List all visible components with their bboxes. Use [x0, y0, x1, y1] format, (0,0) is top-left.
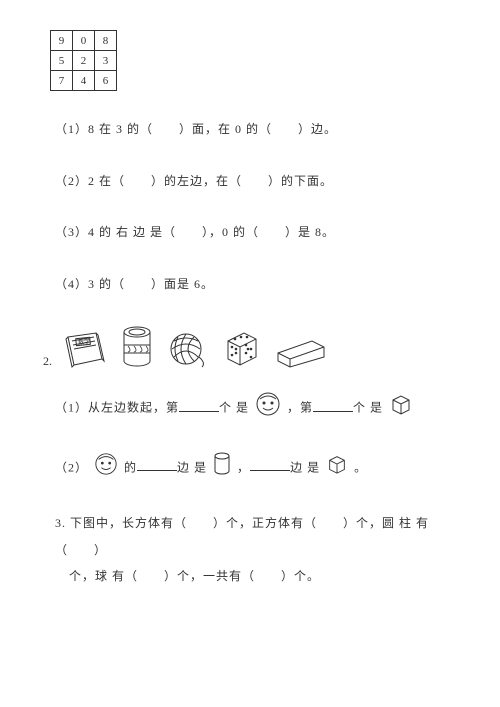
- blank: [250, 459, 290, 471]
- q3-line1: 3. 下图中，长方体有（ ）个，正方体有（ ）个，圆 柱 有（ ）: [55, 510, 450, 563]
- q2-sub1-text-c: ，第: [287, 401, 313, 415]
- grid-cell: 5: [51, 51, 73, 71]
- grid-cell: 3: [95, 51, 117, 71]
- q1-line4: （4）3 的（ ）面是 6。: [55, 274, 450, 296]
- q2-sub1-text-d: 个 是: [353, 401, 383, 415]
- q2-sub1-text-b: 个 是: [219, 401, 249, 415]
- blank: [137, 459, 177, 471]
- q2-sub2-text-e: 边 是: [290, 460, 320, 474]
- q1-line3: （3）4 的 右 边 是（ ），0 的（ ）是 8。: [55, 222, 450, 244]
- q1-line2: （2）2 在（ ）的左边，在（ ）的下面。: [55, 171, 450, 193]
- yarn-ball-icon: [166, 329, 208, 373]
- grid-cell: 0: [73, 31, 95, 51]
- blank: [313, 400, 353, 412]
- q2-sub2-text-a: （2）: [55, 460, 88, 474]
- grid-cell: 2: [73, 51, 95, 71]
- q2-sub2: （2） 的 边 是 ， 边 是: [55, 451, 450, 486]
- q2-sub2-text-c: 边 是: [177, 460, 207, 474]
- grid-cell: 4: [73, 71, 95, 91]
- q2-sub2-text-b: 的: [124, 460, 137, 474]
- q3-line2: 个，球 有（ ）个，一共有（ ）个。: [55, 563, 450, 589]
- eraser-icon: [272, 333, 328, 373]
- cylinder-small-icon: [213, 451, 231, 486]
- blank: [179, 400, 219, 412]
- q2-number: 2.: [43, 354, 52, 369]
- q2-sub2-text-d: ，: [237, 460, 250, 474]
- grid-cell: 6: [95, 71, 117, 91]
- number-grid: 9 0 8 5 2 3 7 4 6: [50, 30, 117, 91]
- cylinder-icon: [118, 325, 156, 373]
- grid-cell: 7: [51, 71, 73, 91]
- grid-cell: 9: [51, 31, 73, 51]
- grid-cell: 8: [95, 31, 117, 51]
- q2-sub2-text-f: 。: [354, 460, 367, 474]
- cube-small-icon: [326, 453, 348, 484]
- smiley-ball-icon: [94, 452, 118, 485]
- q2-object-row: 2. 数学: [43, 325, 450, 373]
- q2-sub1-text-a: （1）从左边数起，第: [55, 401, 179, 415]
- q3: 3. 下图中，长方体有（ ）个，正方体有（ ）个，圆 柱 有（ ） 个，球 有（…: [55, 510, 450, 589]
- book-icon: 数学: [62, 329, 108, 373]
- dice-icon: [218, 327, 262, 373]
- smiley-ball-icon: [255, 391, 281, 426]
- q1-line1: （1）8 在 3 的（ ）面，在 0 的（ ）边。: [55, 119, 450, 141]
- cube-icon: [389, 392, 413, 425]
- q2-sub1: （1）从左边数起，第 个 是 ，第 个 是: [55, 391, 450, 426]
